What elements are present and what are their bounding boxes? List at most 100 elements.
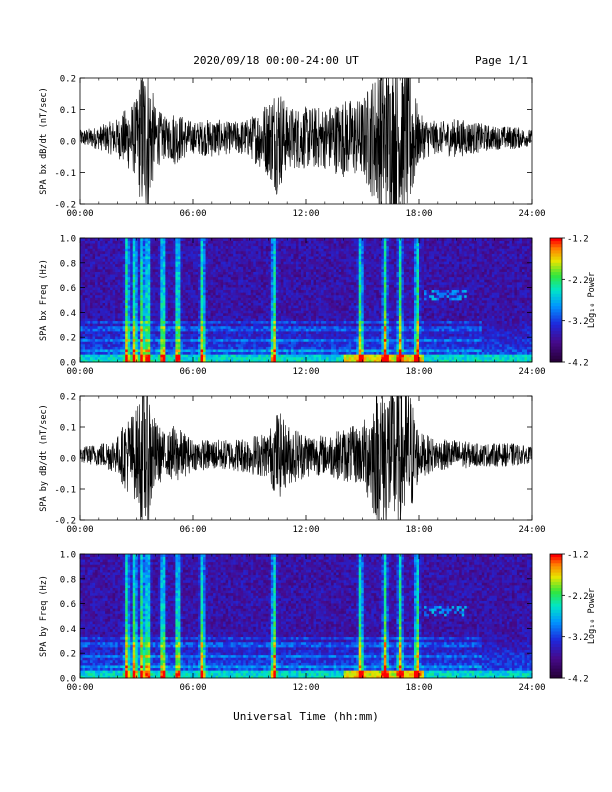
spectrogram-cell xyxy=(180,258,184,262)
spectrogram-cell xyxy=(316,338,319,342)
spectrogram-cell xyxy=(165,253,169,257)
spectrogram-cell xyxy=(303,328,307,332)
spectrogram-cell xyxy=(213,318,216,322)
spectrogram-cell xyxy=(233,323,237,327)
spectrogram-cell xyxy=(280,351,284,355)
spectrogram-cell xyxy=(218,333,222,337)
spectrogram-cell xyxy=(248,341,252,345)
spectrogram-cell xyxy=(313,292,317,296)
spectrogram-cell xyxy=(102,356,106,360)
spectrogram-cell xyxy=(117,258,121,262)
spectrogram-cell xyxy=(112,289,116,293)
spectrogram-cell xyxy=(268,261,272,265)
spectrogram-cell xyxy=(283,258,287,262)
spectrogram-cell xyxy=(258,312,262,316)
spectrogram-cell xyxy=(223,359,227,363)
spectrogram-cell xyxy=(152,261,156,265)
spectrogram-cell xyxy=(218,320,222,324)
spectrogram-cell xyxy=(92,318,96,322)
spectrogram-cell xyxy=(238,294,242,298)
spectrogram-cell xyxy=(225,279,229,283)
spectrogram-cell xyxy=(245,307,249,311)
spectrogram-cell xyxy=(180,302,184,306)
spectrogram-cell xyxy=(177,256,181,260)
spectrogram-cell xyxy=(250,302,254,306)
spectrogram-cell xyxy=(303,341,307,345)
spectrogram-cell xyxy=(225,253,229,257)
spectrogram-cell xyxy=(238,289,242,293)
spectrogram-cell xyxy=(255,359,259,363)
spectrogram-cell xyxy=(213,279,216,283)
spectrogram-cell xyxy=(213,336,216,340)
spectrogram-cell xyxy=(326,310,329,314)
spectrogram-cell xyxy=(97,271,101,275)
spectrogram-cell xyxy=(182,276,186,280)
spectrogram-cell xyxy=(263,359,267,363)
spectrogram-cell xyxy=(90,336,93,340)
spectrogram-cell xyxy=(280,338,284,342)
spectrogram-cell xyxy=(187,263,191,267)
spectrogram-cell xyxy=(160,261,164,265)
spectrogram-cell xyxy=(157,341,161,345)
spectrogram-cell xyxy=(240,325,244,329)
spectrogram-cell xyxy=(120,243,124,247)
spectrogram-cell xyxy=(328,238,332,241)
spectrogram-cell xyxy=(215,318,219,322)
spectrogram-cell xyxy=(112,238,116,241)
spectrogram-cell xyxy=(195,325,199,329)
spectrogram-cell xyxy=(336,338,340,342)
spectrogram-cell xyxy=(311,271,314,275)
spectrogram-cell xyxy=(167,294,171,298)
spectrogram-cell xyxy=(238,266,242,270)
spectrogram-cell xyxy=(331,297,335,301)
spectrogram-cell xyxy=(80,318,83,322)
spectrogram-cell xyxy=(130,338,134,342)
spectrogram-cell xyxy=(290,297,294,301)
spectrogram-cell xyxy=(220,331,224,334)
spectrogram-cell xyxy=(167,287,171,291)
spectrogram-cell xyxy=(167,310,171,314)
spectrogram-cell xyxy=(177,359,181,363)
spectrogram-cell xyxy=(105,294,109,298)
spectrogram-cell xyxy=(160,297,164,301)
spectrogram-cell xyxy=(198,266,201,270)
spectrogram-cell xyxy=(165,243,169,247)
spectrogram-cell xyxy=(203,240,206,244)
spectrogram-cell xyxy=(182,318,186,322)
spectrogram-cell xyxy=(243,351,247,355)
spectrogram-cell xyxy=(140,240,144,244)
spectrogram-cell xyxy=(218,266,222,270)
spectrogram-cell xyxy=(157,253,161,257)
spectrogram-cell xyxy=(253,269,257,272)
spectrogram-cell xyxy=(303,343,307,347)
spectrogram-cell xyxy=(117,287,121,291)
spectrogram-cell xyxy=(250,343,254,347)
spectrogram-cell xyxy=(238,297,242,301)
spectrogram-cell xyxy=(165,341,169,345)
spectrogram-cell xyxy=(323,310,327,314)
spectrogram-cell xyxy=(135,276,139,280)
spectrogram-cell xyxy=(278,287,282,291)
spectrogram-cell xyxy=(230,331,234,334)
spectrogram-cell xyxy=(223,266,227,270)
spectrogram-cell xyxy=(142,300,146,303)
spectrogram-cell xyxy=(87,266,91,270)
spectrogram-cell xyxy=(142,269,146,272)
spectrogram-cell xyxy=(152,331,156,334)
spectrogram-cell xyxy=(283,253,287,257)
spectrogram-cell xyxy=(238,341,242,345)
spectrogram-cell xyxy=(97,281,101,285)
spectrogram-cell xyxy=(295,333,299,337)
spectrogram-cell xyxy=(200,328,204,332)
spectrogram-cell xyxy=(137,279,141,283)
spectrogram-cell xyxy=(185,269,189,272)
spectrogram-cell xyxy=(107,325,111,329)
spectrogram-cell xyxy=(170,238,174,241)
spectrogram-cell xyxy=(167,276,171,280)
spectrogram-cell xyxy=(255,294,259,298)
spectrogram-cell xyxy=(92,284,96,288)
spectrogram-cell xyxy=(223,250,227,254)
spectrogram-cell xyxy=(243,261,247,265)
spectrogram-cell xyxy=(175,325,179,329)
spectrogram-cell xyxy=(253,271,257,275)
